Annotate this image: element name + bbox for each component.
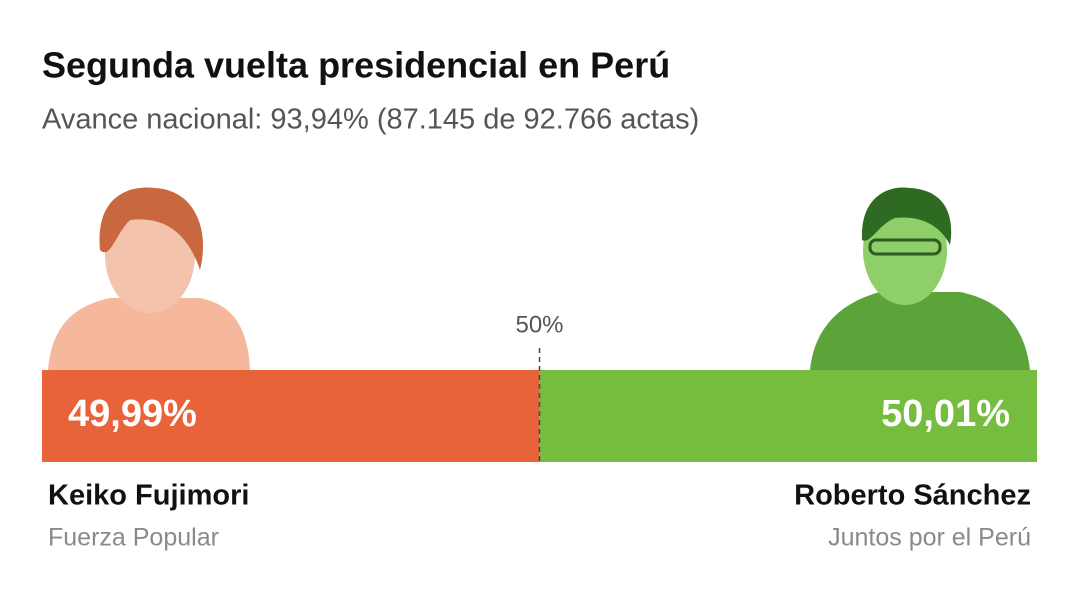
chart-subtitle: Avance nacional: 93,94% (87.145 de 92.76… xyxy=(42,104,699,136)
candidate-name: Roberto Sánchez xyxy=(794,480,1031,512)
candidate-name: Keiko Fujimori xyxy=(48,480,249,512)
candidate-photo-left xyxy=(48,187,250,370)
value-label: 50,01% xyxy=(881,393,1010,435)
party-name: Fuerza Popular xyxy=(48,524,219,552)
value-label: 49,99% xyxy=(68,393,197,435)
bar-segment xyxy=(42,370,540,462)
party-name: Juntos por el Perú xyxy=(828,524,1031,552)
bar-segment xyxy=(539,370,1037,462)
reference-label: 50% xyxy=(515,311,563,338)
chart-title: Segunda vuelta presidencial en Perú xyxy=(42,45,670,86)
candidate-photo-right xyxy=(810,187,1030,370)
